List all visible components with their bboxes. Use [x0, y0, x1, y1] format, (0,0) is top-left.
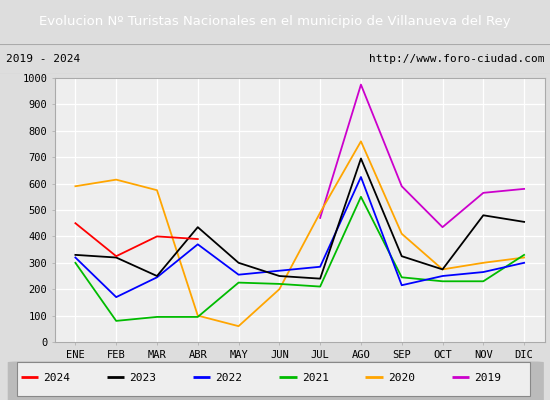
Text: 2020: 2020	[388, 373, 415, 383]
Text: 2019: 2019	[474, 373, 501, 383]
Text: Evolucion Nº Turistas Nacionales en el municipio de Villanueva del Rey: Evolucion Nº Turistas Nacionales en el m…	[39, 15, 511, 28]
Text: 2023: 2023	[129, 373, 156, 383]
Text: 2019 - 2024: 2019 - 2024	[6, 54, 80, 64]
Text: 2021: 2021	[302, 373, 329, 383]
Text: 2024: 2024	[43, 373, 70, 383]
Text: http://www.foro-ciudad.com: http://www.foro-ciudad.com	[369, 54, 544, 64]
FancyBboxPatch shape	[16, 362, 530, 396]
FancyBboxPatch shape	[8, 362, 544, 400]
Text: 2022: 2022	[216, 373, 243, 383]
